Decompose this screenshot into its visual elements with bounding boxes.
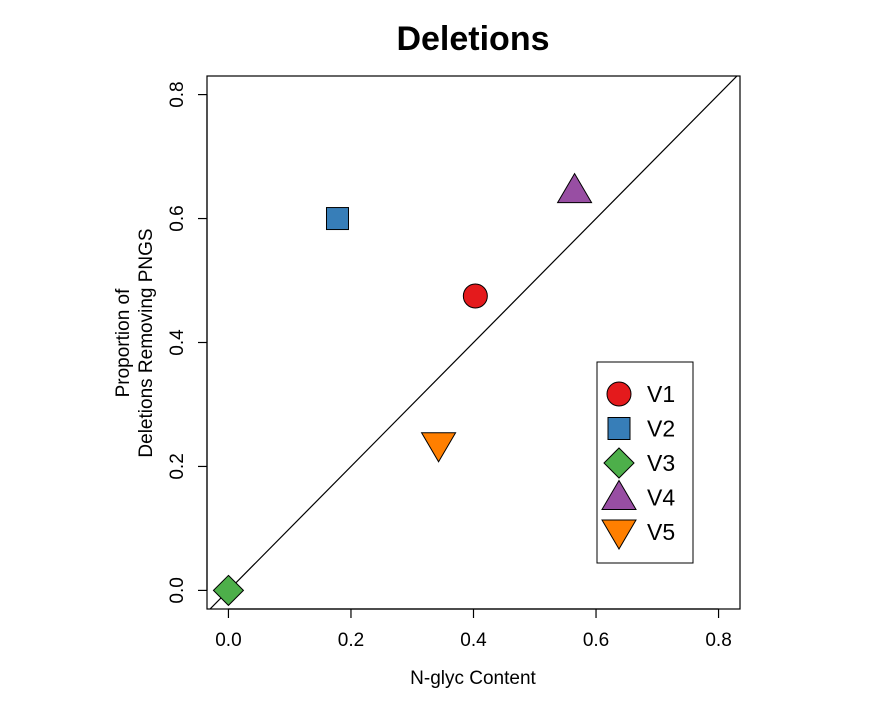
x-axis: 0.0 0.2 0.4 0.6 0.8 [215,608,732,651]
reference-line-y-equals-x [209,76,738,609]
legend-marker-v1 [606,381,632,407]
legend-label-v3: V3 [647,450,675,476]
y-axis-label-line-1: Proportion of [113,288,134,398]
chart-title: Deletions [396,20,549,58]
data-point-v4 [556,172,593,204]
x-axis-label: N-glyc Content [410,668,536,689]
data-point-v3 [212,574,245,607]
x-tick-label: 0.6 [583,630,609,651]
legend-label-v4: V4 [647,485,675,511]
y-axis-label-line-2: Deletions Removing PNGS [136,228,157,457]
legend: V1 V2 V3 V4 V5 [596,361,694,564]
y-tick-label: 0.4 [167,329,188,356]
data-point-v1 [462,283,488,309]
y-tick-label: 0.2 [167,453,188,479]
x-tick-label: 0.0 [215,630,241,651]
legend-marker-v2 [607,417,631,440]
legend-label-v1: V1 [647,381,675,407]
data-points [212,172,593,607]
x-tick-label: 0.2 [338,630,364,651]
legend-marker-v3 [603,447,635,479]
y-tick-label: 0.8 [167,81,188,107]
y-axis: 0.0 0.2 0.4 0.6 0.8 [167,81,208,604]
legend-label-v2: V2 [647,416,675,442]
y-tick-label: 0.0 [167,577,188,603]
legend-marker-v4 [601,479,637,510]
legend-marker-v5 [601,519,637,550]
x-tick-label: 0.8 [705,630,731,651]
data-point-v2 [325,207,349,231]
legend-label-v5: V5 [647,519,675,545]
data-point-v5 [420,432,457,463]
x-tick-label: 0.4 [460,630,487,651]
y-tick-label: 0.6 [167,205,188,231]
